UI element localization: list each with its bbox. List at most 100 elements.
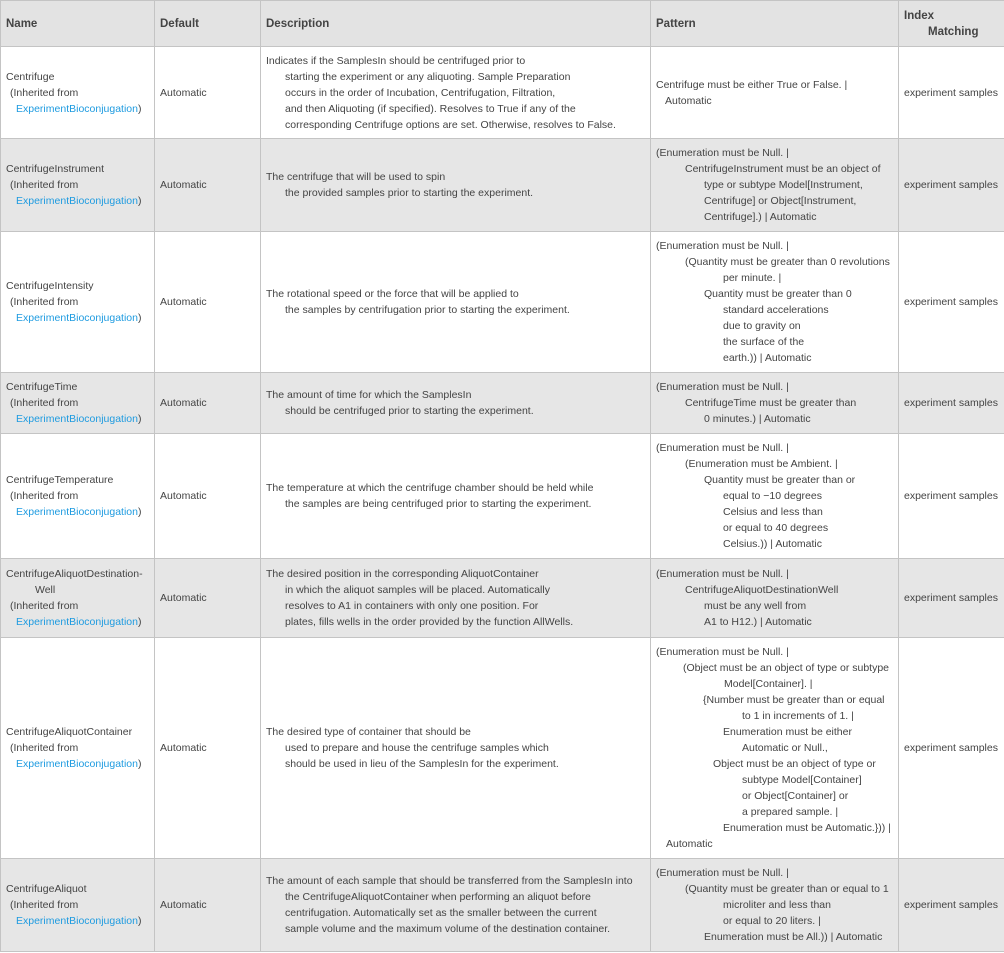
pattern-line: (Enumeration must be Null. | bbox=[656, 240, 789, 252]
default-cell: Automatic bbox=[154, 372, 261, 434]
description-line: the samples by centrifugation prior to s… bbox=[285, 304, 570, 316]
pattern-line: type or subtype Model[Instrument, bbox=[704, 179, 863, 191]
inherited-link[interactable]: ExperimentBioconjugation bbox=[16, 506, 138, 518]
index-matching-cell: experiment samples bbox=[898, 372, 1004, 434]
inherited-link[interactable]: ExperimentBioconjugation bbox=[16, 915, 138, 927]
pattern-line: standard accelerations bbox=[723, 304, 829, 316]
pattern-line: (Enumeration must be Null. | bbox=[656, 646, 789, 658]
option-name: Centrifuge bbox=[6, 70, 55, 83]
inherited-suffix: ) bbox=[138, 102, 142, 115]
description-cell: The desired position in the correspondin… bbox=[260, 558, 651, 638]
name-cell: CentrifugeTemperature (Inherited from Expe… bbox=[0, 433, 155, 559]
description-line: The centrifuge that will be used to spin bbox=[266, 171, 446, 183]
pattern-line: Celsius and less than bbox=[723, 506, 823, 518]
description-line: The amount of time for which the Samples… bbox=[266, 389, 472, 401]
pattern-line: CentrifugeTime must be greater than bbox=[685, 397, 857, 409]
table-row: CentrifugeTime (Inherited from ExperimentB… bbox=[0, 372, 1004, 434]
inherited-from-label: (Inherited from bbox=[10, 179, 79, 191]
header-name: Name bbox=[0, 0, 155, 47]
description-cell: The desired type of container that shoul… bbox=[260, 637, 651, 859]
description-line: sample volume and the maximum volume of … bbox=[285, 923, 611, 935]
pattern-line: Centrifuge] or Object[Instrument, bbox=[704, 195, 857, 207]
inherited-link[interactable]: ExperimentBioconjugation bbox=[16, 616, 138, 628]
inherited-link[interactable]: ExperimentBioconjugation bbox=[16, 102, 138, 115]
index-matching-cell: experiment samples bbox=[898, 46, 1004, 139]
pattern-line: the surface of the bbox=[723, 336, 805, 348]
description-line: starting the experiment or any aliquotin… bbox=[285, 70, 571, 83]
option-name: CentrifugeAliquotDestination- bbox=[6, 568, 143, 580]
pattern-line: Enumeration must be either bbox=[723, 726, 852, 738]
pattern-line: or equal to 40 degrees bbox=[723, 522, 829, 534]
description-line: The rotational speed or the force that w… bbox=[266, 288, 519, 300]
description-cell: The amount of each sample that should be… bbox=[260, 858, 651, 952]
inherited-link-line: ExperimentBioconjugation) bbox=[6, 411, 149, 427]
pattern-line: Centrifuge].) | Automatic bbox=[704, 211, 817, 223]
description-line: the CentrifugeAliquotContainer when perf… bbox=[285, 891, 591, 903]
index-matching-cell: experiment samples bbox=[898, 858, 1004, 952]
pattern-line: Enumeration must be Automatic.})) | bbox=[723, 822, 891, 834]
header-description: Description bbox=[260, 0, 651, 47]
pattern-line: Automatic bbox=[666, 838, 713, 850]
pattern-line: equal to −10 degrees bbox=[723, 490, 822, 502]
option-name: CentrifugeAliquot bbox=[6, 883, 87, 895]
inherited-from-label: (Inherited from bbox=[10, 899, 79, 911]
inherited-link-line: ExperimentBioconjugation) bbox=[6, 614, 149, 630]
pattern-line: a prepared sample. | bbox=[742, 806, 839, 818]
description-line: used to prepare and house the centrifuge… bbox=[285, 742, 549, 754]
description-cell: Indicates if the SamplesIn should be cen… bbox=[260, 46, 651, 139]
description-line: should be used in lieu of the SamplesIn … bbox=[285, 758, 559, 770]
table-row: CentrifugeTemperature (Inherited from Expe… bbox=[0, 433, 1004, 559]
pattern-line: (Enumeration must be Ambient. | bbox=[685, 458, 838, 470]
description-line: plates, fills wells in the order provide… bbox=[285, 616, 574, 628]
pattern-line: or equal to 20 liters. | bbox=[723, 915, 821, 927]
pattern-cell: (Enumeration must be Null. | (Object must… bbox=[650, 637, 899, 859]
pattern-line: 0 minutes.) | Automatic bbox=[704, 413, 811, 425]
inherited-link-line: ExperimentBioconjugation) bbox=[6, 756, 149, 772]
pattern-line: microliter and less than bbox=[723, 899, 831, 911]
inherited-link[interactable]: ExperimentBioconjugation bbox=[16, 195, 138, 207]
index-matching-cell: experiment samples bbox=[898, 231, 1004, 373]
description-line: The amount of each sample that should be… bbox=[266, 875, 633, 887]
pattern-line: Automatic or Null., bbox=[742, 742, 828, 754]
pattern-cell: (Enumeration must be Null. | (Quantity mu… bbox=[650, 231, 899, 373]
default-cell: Automatic bbox=[154, 138, 261, 232]
index-matching-cell: experiment samples bbox=[898, 558, 1004, 638]
inherited-from-label: (Inherited from bbox=[10, 296, 79, 308]
inherited-suffix: ) bbox=[138, 616, 142, 628]
header-index-line2: Matching bbox=[928, 25, 979, 38]
pattern-line: due to gravity on bbox=[723, 320, 801, 332]
inherited-link[interactable]: ExperimentBioconjugation bbox=[16, 312, 138, 324]
description-line: Indicates if the SamplesIn should be cen… bbox=[266, 54, 526, 67]
inherited-suffix: ) bbox=[138, 915, 142, 927]
name-cell: CentrifugeIntensity (Inherited from Experi… bbox=[0, 231, 155, 373]
inherited-link[interactable]: ExperimentBioconjugation bbox=[16, 413, 138, 425]
pattern-line: Model[Container]. | bbox=[724, 678, 813, 690]
pattern-line: to 1 in increments of 1. | bbox=[742, 710, 854, 722]
pattern-line: CentrifugeAliquotDestinationWell bbox=[685, 584, 839, 596]
default-cell: Automatic bbox=[154, 558, 261, 638]
pattern-cell: (Enumeration must be Null. | (Enumeration… bbox=[650, 433, 899, 559]
description-line: the samples are being centrifuged prior … bbox=[285, 498, 592, 510]
pattern-line: Quantity must be greater than or bbox=[704, 474, 856, 486]
inherited-link-line: ExperimentBioconjugation) bbox=[6, 101, 149, 117]
pattern-line: (Object must be an object of type or sub… bbox=[683, 662, 890, 674]
index-matching-cell: experiment samples bbox=[898, 433, 1004, 559]
default-cell: Automatic bbox=[154, 637, 261, 859]
inherited-from-label: (Inherited from bbox=[10, 86, 79, 99]
header-row: Name Default Description Pattern Index Ma… bbox=[0, 0, 1004, 47]
pattern-cell: (Enumeration must be Null. | CentrifugeTi… bbox=[650, 372, 899, 434]
header-index-line1: Index bbox=[904, 9, 935, 22]
pattern-line: {Number must be greater than or equal bbox=[703, 694, 885, 706]
inherited-link[interactable]: ExperimentBioconjugation bbox=[16, 758, 138, 770]
inherited-link-line: ExperimentBioconjugation) bbox=[6, 310, 149, 326]
index-matching-cell: experiment samples bbox=[898, 637, 1004, 859]
pattern-cell: (Enumeration must be Null. | CentrifugeAl… bbox=[650, 558, 899, 638]
pattern-line: must be any well from bbox=[704, 600, 807, 612]
name-cell: CentrifugeInstrument (Inherited from Exper… bbox=[0, 138, 155, 232]
table-row: Centrifuge (Inherited from ExperimentBioco… bbox=[0, 46, 1004, 139]
pattern-line: subtype Model[Container] bbox=[742, 774, 862, 786]
description-line: in which the aliquot samples will be pla… bbox=[285, 584, 550, 596]
inherited-link-line: ExperimentBioconjugation) bbox=[6, 913, 149, 929]
inherited-suffix: ) bbox=[138, 413, 142, 425]
